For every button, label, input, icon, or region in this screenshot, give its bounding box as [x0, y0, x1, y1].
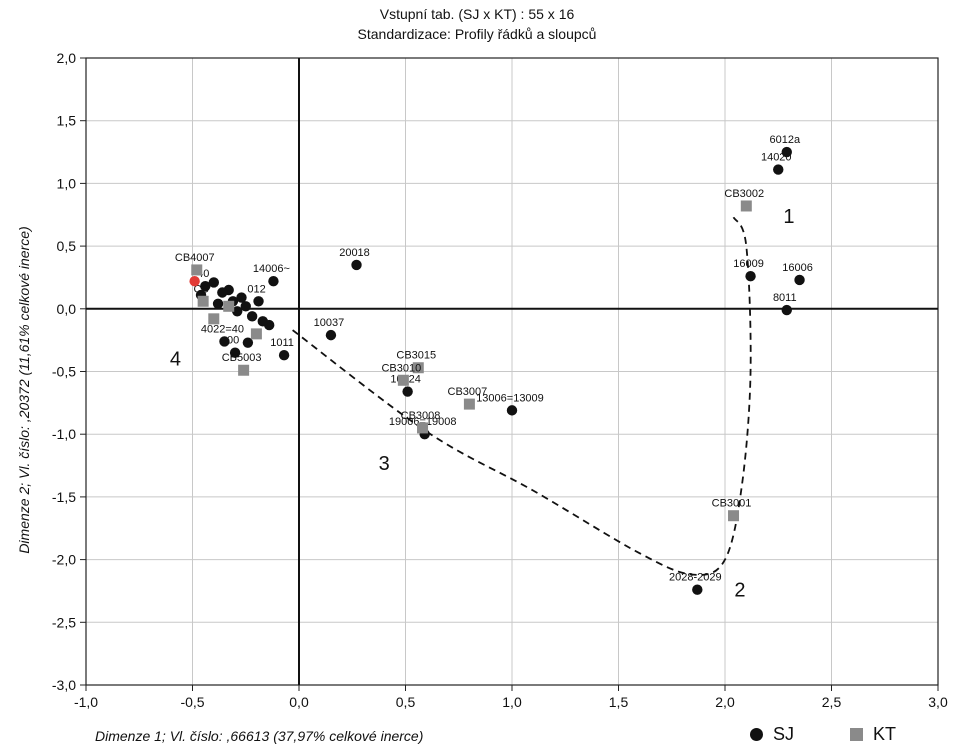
x-tick-label: -0,5 — [180, 694, 204, 710]
x-axis-label: Dimenze 1; Vl. číslo: ,66613 (37,97% cel… — [95, 728, 424, 744]
sj-marker — [351, 259, 362, 271]
cluster-annotation: 4 — [170, 349, 181, 371]
sj-marker — [236, 292, 247, 303]
y-tick-label: 0,5 — [57, 238, 77, 254]
kt-marker — [238, 364, 250, 376]
point-label: 16009 — [733, 258, 764, 270]
legend-circle-marker — [750, 728, 763, 741]
y-tick-label: -2,5 — [52, 614, 76, 630]
sj-marker — [773, 164, 784, 175]
x-tick-label: 1,5 — [609, 694, 629, 710]
x-tick-label: 0,5 — [396, 694, 416, 710]
sj-marker — [242, 337, 254, 348]
kt-marker — [250, 328, 262, 340]
legend-label-sj: SJ — [773, 724, 795, 744]
cluster-annotation: 1 — [783, 206, 794, 228]
y-tick-label: -0,5 — [52, 364, 76, 380]
x-tick-label: 1,0 — [502, 694, 522, 710]
point-label: 6012a — [769, 134, 800, 146]
kt-marker — [208, 313, 220, 325]
dashed-curve — [292, 216, 752, 576]
x-tick-label: 2,0 — [715, 694, 735, 710]
kt-marker — [397, 374, 409, 386]
kt-marker — [417, 422, 429, 434]
chart-subtitle: Standardizace: Profily řádků a sloupců — [357, 26, 597, 42]
sj-marker — [240, 301, 251, 312]
legend-item-sj: SJ — [750, 724, 794, 745]
sj-marker — [200, 281, 211, 292]
sj-marker — [253, 296, 264, 307]
point-label: CB3002 — [724, 188, 764, 200]
y-tick-label: -2,0 — [52, 552, 76, 568]
sj-marker — [232, 306, 243, 317]
sj-marker — [208, 277, 219, 288]
point-label: CB3010 — [381, 362, 421, 374]
y-tick-label: 1,0 — [57, 175, 77, 191]
sj-marker — [781, 304, 792, 316]
legend-square-marker — [850, 728, 863, 741]
point-label: 00 — [227, 335, 239, 347]
sj-marker — [278, 349, 290, 361]
point-label: 1011 — [270, 337, 294, 349]
y-tick-label: -3,0 — [52, 677, 76, 693]
sj-marker — [506, 405, 518, 416]
kt-marker — [412, 362, 424, 374]
chart-title: Vstupní tab. (SJ x KT) : 55 x 16 — [379, 6, 575, 22]
point-label: CB3015 — [396, 350, 436, 362]
x-tick-label: 0,0 — [289, 694, 309, 710]
x-tick-label: -1,0 — [74, 694, 98, 710]
legend-item-kt: KT — [850, 724, 896, 745]
point-label: 10037 — [314, 317, 345, 329]
point-label: 16006 — [782, 262, 813, 274]
legend-label-kt: KT — [873, 724, 897, 744]
point-label: 13006=13009 — [476, 392, 544, 404]
x-tick-label: 3,0 — [928, 694, 948, 710]
sj-marker — [268, 276, 279, 287]
kt-marker — [463, 398, 475, 410]
sj-marker — [217, 287, 228, 298]
y-tick-label: 1,5 — [57, 113, 77, 129]
point-label: CB — [194, 283, 209, 295]
y-tick-label: 0,0 — [57, 301, 77, 317]
sj-marker — [692, 584, 703, 595]
x-tick-label: 2,5 — [822, 694, 842, 710]
point-label: 8011 — [773, 292, 797, 304]
point-label: 4022=40 — [201, 323, 244, 335]
sj-marker — [219, 336, 230, 347]
point-label: CB4007 — [175, 252, 215, 264]
y-tick-label: -1,0 — [52, 426, 76, 442]
highlight-marker — [189, 276, 200, 287]
point-label: CB3001 — [712, 498, 752, 510]
sj-marker — [794, 274, 805, 286]
sj-marker — [745, 270, 756, 282]
cluster-annotation: 3 — [379, 453, 390, 475]
kt-marker — [740, 200, 752, 212]
kt-marker — [191, 264, 203, 276]
y-tick-label: -1,5 — [52, 489, 76, 505]
sj-marker — [781, 146, 792, 158]
sj-marker — [325, 329, 337, 341]
point-label: 012 — [247, 283, 265, 295]
kt-marker — [197, 295, 209, 307]
sj-marker — [402, 386, 413, 397]
point-label: 2028-2029 — [669, 572, 722, 584]
kt-marker — [728, 510, 740, 522]
point-label: 20018 — [339, 247, 370, 259]
point-label: 14020 — [761, 152, 792, 164]
sj-marker — [246, 311, 258, 322]
point-label: CB3008 — [401, 410, 441, 422]
point-label: CB5003 — [222, 352, 262, 364]
point-label: CB3007 — [448, 386, 488, 398]
sj-marker — [229, 347, 241, 358]
point-label: 19006=19008 — [389, 416, 457, 428]
y-tick-label: 2,0 — [57, 50, 77, 66]
y-axis-label: Dimenze 2; Vl. číslo: ,20372 (11,61% cel… — [16, 226, 32, 554]
kt-marker — [223, 300, 235, 312]
cluster-annotation: 2 — [734, 579, 745, 601]
sj-marker — [257, 316, 268, 327]
point-label: 14006~ — [253, 263, 290, 275]
sj-marker — [212, 298, 224, 309]
